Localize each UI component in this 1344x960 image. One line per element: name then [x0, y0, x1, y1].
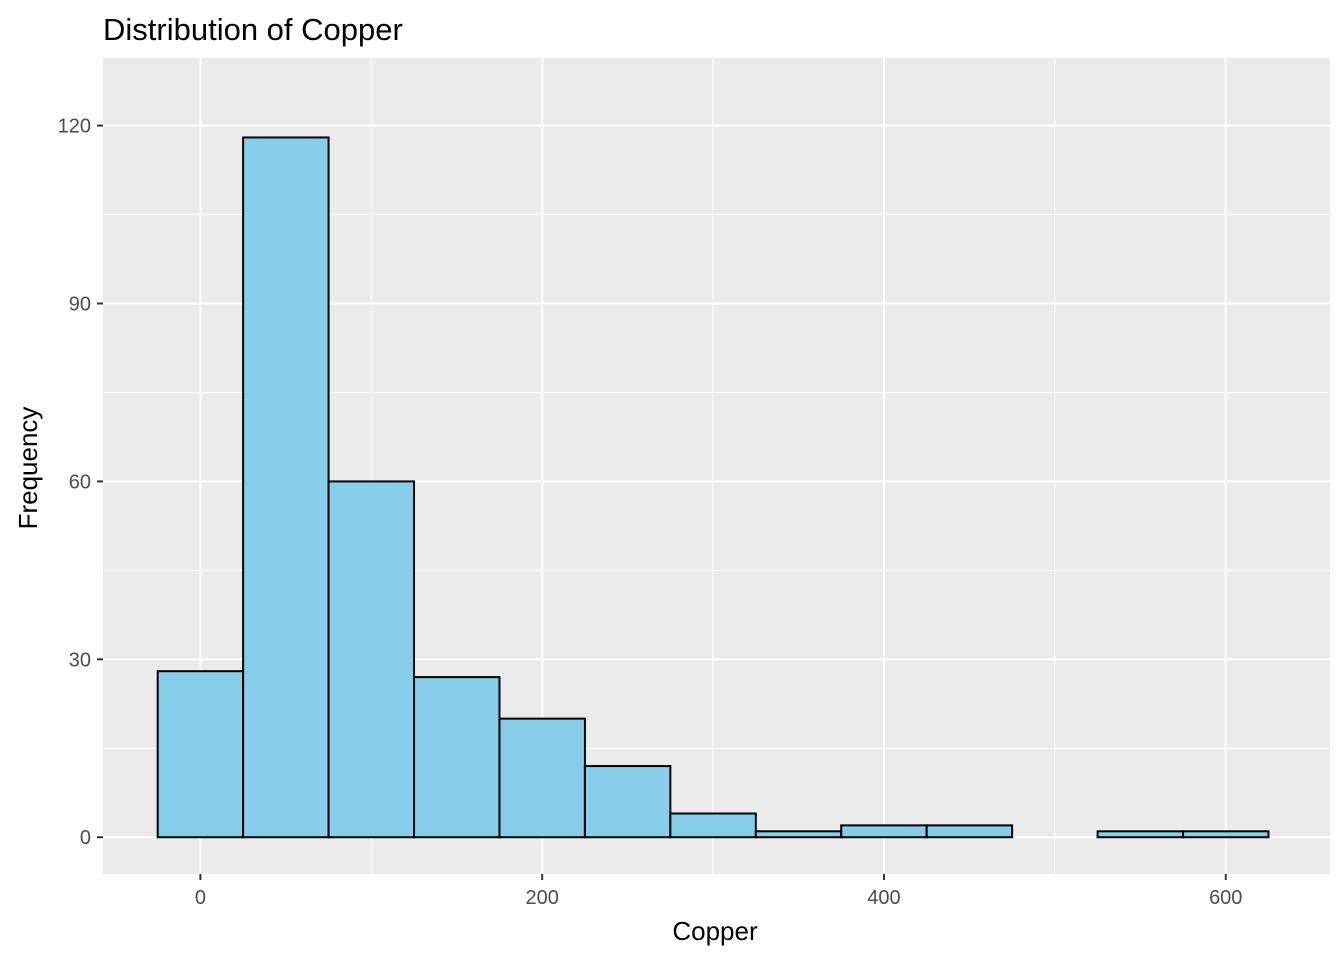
y-tick-label: 0	[80, 827, 91, 849]
histogram-bar	[413, 676, 501, 839]
histogram-bar	[242, 136, 330, 839]
y-tick-label: 90	[69, 294, 91, 316]
histogram-bar	[1182, 830, 1270, 839]
x-tick-label: 400	[867, 887, 900, 909]
histogram-bar	[156, 670, 245, 839]
y-axis-title: Frequency	[13, 407, 43, 530]
histogram-bar	[327, 480, 416, 839]
y-tick-label: 60	[69, 471, 91, 493]
histogram-bar	[840, 824, 928, 839]
x-axis-title: Copper	[672, 916, 758, 946]
histogram-bar	[754, 830, 843, 839]
histogram-bar	[498, 717, 586, 839]
x-tick-label: 600	[1209, 887, 1242, 909]
histogram-bar	[669, 812, 757, 839]
histogram-bar	[583, 765, 672, 839]
histogram-bars	[156, 136, 1270, 839]
x-axis: 0 200 400 600	[195, 874, 1242, 909]
x-tick-label: 0	[195, 887, 206, 909]
histogram-bar	[1096, 830, 1185, 839]
y-tick-label: 120	[58, 116, 91, 138]
histogram-bar	[925, 824, 1014, 839]
x-tick-label: 200	[526, 887, 559, 909]
y-axis: 0 30 60 90 120	[58, 116, 103, 849]
chart-title: Distribution of Copper	[103, 12, 403, 47]
y-tick-label: 30	[69, 649, 91, 671]
